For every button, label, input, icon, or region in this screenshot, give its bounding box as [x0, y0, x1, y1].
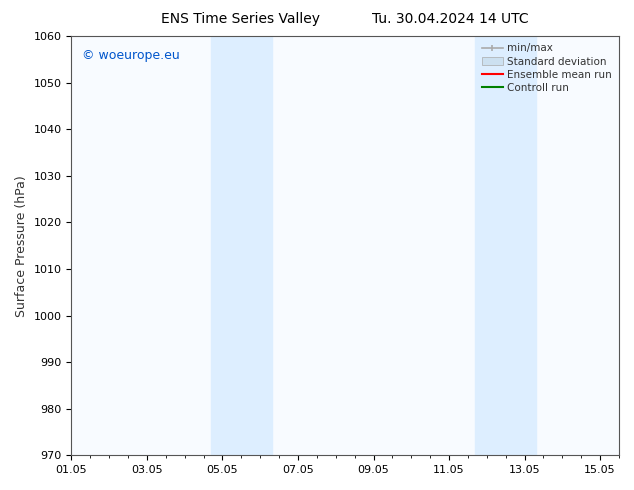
Legend: min/max, Standard deviation, Ensemble mean run, Controll run: min/max, Standard deviation, Ensemble me… — [480, 41, 614, 95]
Text: Tu. 30.04.2024 14 UTC: Tu. 30.04.2024 14 UTC — [372, 12, 529, 26]
Text: © woeurope.eu: © woeurope.eu — [82, 49, 180, 62]
Bar — [476, 36, 536, 455]
Y-axis label: Surface Pressure (hPa): Surface Pressure (hPa) — [15, 175, 28, 317]
Bar — [211, 36, 271, 455]
Text: ENS Time Series Valley: ENS Time Series Valley — [162, 12, 320, 26]
